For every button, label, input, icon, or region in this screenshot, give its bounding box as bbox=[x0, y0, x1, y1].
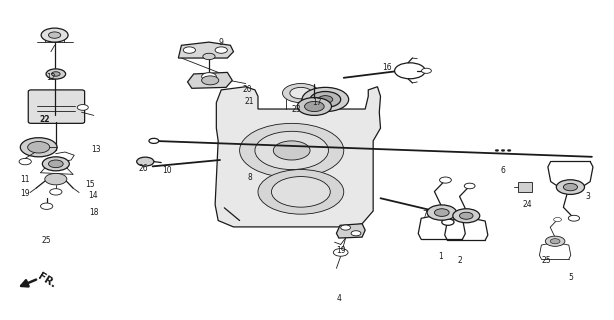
Circle shape bbox=[49, 160, 63, 168]
Circle shape bbox=[556, 180, 585, 195]
Circle shape bbox=[459, 212, 473, 219]
Text: 11: 11 bbox=[20, 175, 30, 184]
Circle shape bbox=[501, 149, 505, 151]
Circle shape bbox=[203, 53, 215, 60]
Circle shape bbox=[201, 73, 216, 80]
Circle shape bbox=[442, 219, 454, 225]
Text: 17: 17 bbox=[313, 98, 322, 107]
Text: 22: 22 bbox=[39, 115, 50, 124]
Circle shape bbox=[427, 205, 456, 220]
Text: 5: 5 bbox=[568, 273, 573, 282]
Text: 19: 19 bbox=[336, 246, 346, 255]
Circle shape bbox=[50, 189, 62, 195]
Text: 12: 12 bbox=[46, 73, 56, 82]
Text: 24: 24 bbox=[523, 200, 532, 209]
Circle shape bbox=[464, 183, 475, 189]
Polygon shape bbox=[178, 42, 233, 58]
Circle shape bbox=[28, 141, 50, 153]
Circle shape bbox=[310, 92, 341, 108]
Circle shape bbox=[20, 138, 57, 157]
Circle shape bbox=[569, 215, 580, 221]
Circle shape bbox=[351, 231, 361, 236]
Circle shape bbox=[302, 87, 349, 112]
Circle shape bbox=[290, 87, 312, 99]
Circle shape bbox=[19, 158, 31, 165]
Circle shape bbox=[273, 141, 310, 160]
Text: 21: 21 bbox=[244, 97, 254, 106]
Circle shape bbox=[554, 218, 561, 222]
Circle shape bbox=[435, 209, 449, 216]
Text: 20: 20 bbox=[243, 85, 252, 94]
Circle shape bbox=[395, 63, 426, 79]
Circle shape bbox=[255, 131, 328, 170]
Bar bbox=[518, 182, 532, 192]
Text: 25: 25 bbox=[42, 236, 52, 245]
Text: 26: 26 bbox=[138, 164, 147, 173]
Text: 13: 13 bbox=[91, 145, 101, 154]
Circle shape bbox=[333, 249, 348, 256]
Circle shape bbox=[215, 47, 227, 53]
Circle shape bbox=[564, 183, 578, 191]
Polygon shape bbox=[336, 224, 365, 238]
Text: 3: 3 bbox=[585, 192, 590, 201]
Polygon shape bbox=[187, 72, 232, 88]
Text: 8: 8 bbox=[247, 173, 252, 182]
Circle shape bbox=[545, 236, 565, 246]
Text: 4: 4 bbox=[336, 294, 341, 303]
Text: 16: 16 bbox=[382, 63, 392, 72]
Circle shape bbox=[77, 105, 88, 110]
Text: 7: 7 bbox=[423, 210, 428, 219]
Circle shape bbox=[271, 177, 330, 207]
Circle shape bbox=[49, 32, 61, 38]
Circle shape bbox=[137, 157, 154, 166]
Text: 19: 19 bbox=[20, 189, 30, 198]
Text: 15: 15 bbox=[85, 180, 95, 189]
Circle shape bbox=[282, 84, 319, 103]
Circle shape bbox=[318, 96, 333, 103]
Circle shape bbox=[149, 138, 159, 143]
Circle shape bbox=[507, 149, 511, 151]
Text: 1: 1 bbox=[438, 252, 443, 261]
Text: 18: 18 bbox=[89, 208, 99, 217]
Circle shape bbox=[495, 149, 499, 151]
Circle shape bbox=[297, 98, 332, 116]
Text: FR.: FR. bbox=[36, 271, 58, 290]
Circle shape bbox=[183, 47, 195, 53]
Circle shape bbox=[42, 157, 69, 171]
Circle shape bbox=[41, 28, 68, 42]
Text: 10: 10 bbox=[163, 166, 172, 175]
Text: 25: 25 bbox=[541, 257, 551, 266]
FancyBboxPatch shape bbox=[28, 90, 85, 123]
Circle shape bbox=[239, 123, 344, 178]
Circle shape bbox=[52, 72, 60, 76]
Circle shape bbox=[201, 76, 219, 85]
Text: 2: 2 bbox=[458, 257, 462, 266]
Circle shape bbox=[305, 101, 324, 112]
Text: 9: 9 bbox=[219, 38, 223, 47]
Circle shape bbox=[46, 69, 66, 79]
Text: 23: 23 bbox=[291, 106, 301, 115]
Circle shape bbox=[550, 239, 560, 244]
Circle shape bbox=[453, 209, 480, 223]
Circle shape bbox=[258, 170, 344, 214]
Circle shape bbox=[41, 203, 53, 209]
Circle shape bbox=[440, 177, 451, 183]
Text: 14: 14 bbox=[88, 191, 98, 200]
Circle shape bbox=[422, 68, 432, 73]
Circle shape bbox=[45, 173, 67, 185]
Text: 6: 6 bbox=[500, 166, 505, 175]
Circle shape bbox=[341, 225, 351, 230]
Polygon shape bbox=[215, 87, 381, 227]
